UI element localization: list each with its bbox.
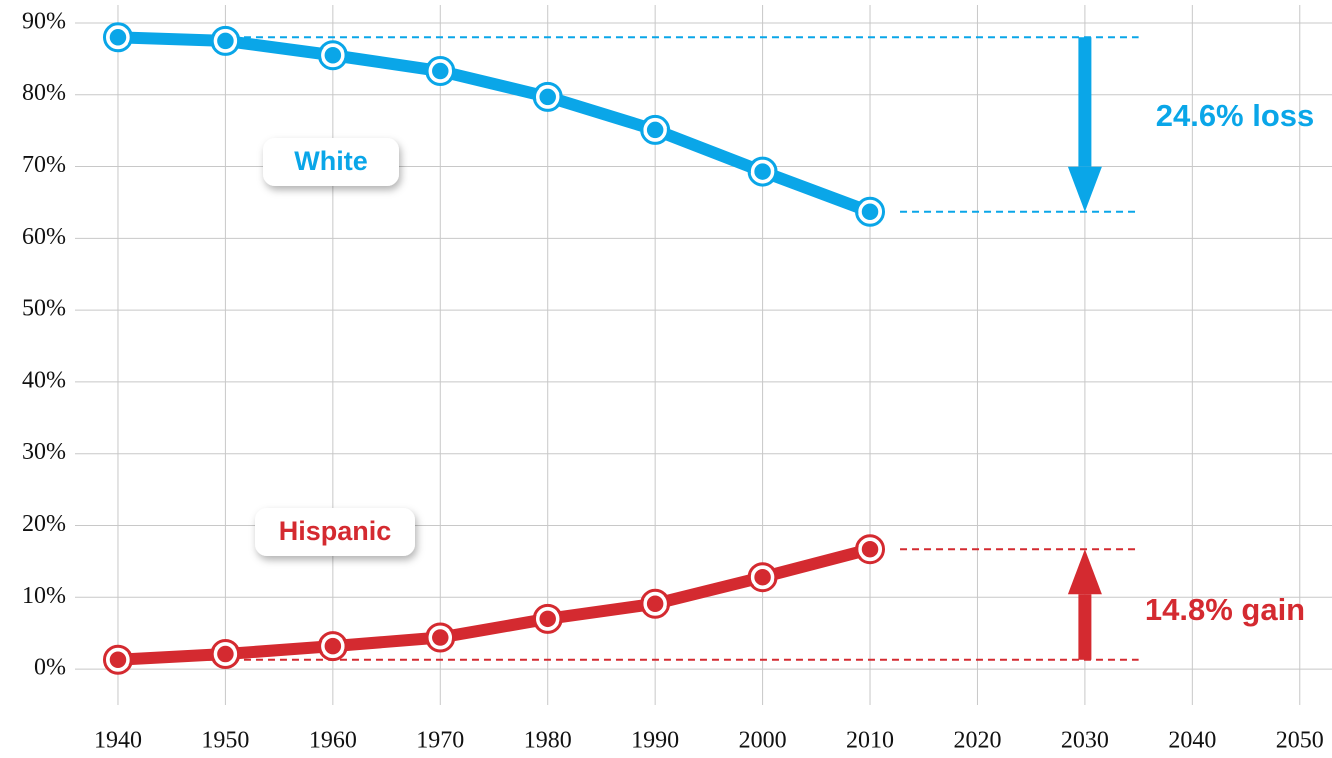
marker-outer: [640, 114, 671, 145]
marker-dot: [328, 50, 338, 60]
marker-dot: [865, 544, 875, 554]
marker-outer: [747, 156, 778, 187]
legend-box: [255, 508, 415, 556]
marker: [747, 562, 778, 593]
marker-dot: [220, 649, 230, 659]
y-tick-label: 10%: [22, 583, 66, 609]
marker-dot: [758, 572, 768, 582]
marker-dot: [543, 92, 553, 102]
marker: [102, 22, 133, 53]
series-line: [117, 543, 872, 666]
y-tick-label: 0%: [34, 655, 66, 681]
y-tick-label: 20%: [22, 511, 66, 537]
marker: [532, 81, 563, 112]
marker-outer: [855, 534, 886, 565]
marker-outer: [855, 196, 886, 227]
y-tick-label: 80%: [22, 80, 66, 106]
marker: [640, 588, 671, 619]
marker-outer: [425, 622, 456, 653]
marker-dot: [650, 125, 660, 135]
marker-outer: [317, 40, 348, 71]
marker: [747, 156, 778, 187]
marker-dot: [220, 36, 230, 46]
marker-dot: [758, 167, 768, 177]
marker-outer: [532, 603, 563, 634]
y-tick-label: 90%: [22, 8, 66, 34]
marker: [855, 196, 886, 227]
x-tick-label: 2010: [846, 728, 894, 754]
marker-dot: [543, 614, 553, 624]
marker: [640, 114, 671, 145]
marker: [425, 56, 456, 87]
marker-dot: [650, 599, 660, 609]
marker-outer: [102, 644, 133, 675]
x-tick-label: 1960: [309, 728, 357, 754]
marker: [425, 622, 456, 653]
marker-dot: [435, 633, 445, 643]
marker-dot: [113, 32, 123, 42]
x-tick-label: 2050: [1276, 728, 1324, 754]
legend-label: Hispanic: [279, 516, 392, 546]
marker: [532, 603, 563, 634]
x-tick-label: 1980: [524, 728, 572, 754]
y-tick-label: 40%: [22, 367, 66, 393]
x-tick-label: 2000: [739, 728, 787, 754]
legend-label: White: [294, 146, 368, 176]
marker-dot: [328, 641, 338, 651]
x-tick-label: 1990: [631, 728, 679, 754]
marker: [317, 40, 348, 71]
series-line: [117, 31, 873, 218]
arrow-head: [1067, 549, 1102, 595]
x-tick-label: 1940: [94, 728, 142, 754]
marker-dot: [113, 655, 123, 665]
marker-outer: [532, 81, 563, 112]
plot: 24.6% loss White 14.8% gain Hispanic: [102, 22, 1315, 675]
y-tick-label: 70%: [22, 152, 66, 178]
marker-outer: [747, 562, 778, 593]
x-tick-label: 1950: [201, 728, 249, 754]
annotation: 24.6% loss: [1156, 98, 1315, 133]
grid: [75, 5, 1332, 705]
marker-dot: [865, 207, 875, 217]
marker-outer: [317, 631, 348, 662]
arrow-head: [1067, 166, 1102, 212]
annotation: 14.8% gain: [1145, 592, 1305, 627]
marker: [855, 534, 886, 565]
marker-dot: [435, 66, 445, 76]
y-tick-label: 60%: [22, 224, 66, 250]
y-tick-label: 50%: [22, 296, 66, 322]
legend-box: [263, 138, 399, 186]
marker: [210, 25, 241, 56]
marker-outer: [210, 25, 241, 56]
x-tick-label: 1970: [416, 728, 464, 754]
marker-outer: [640, 588, 671, 619]
marker: [102, 644, 133, 675]
marker: [317, 631, 348, 662]
x-tick-label: 2020: [953, 728, 1001, 754]
x-tick-label: 2040: [1168, 728, 1216, 754]
marker-outer: [425, 56, 456, 87]
marker: [210, 639, 241, 670]
marker-outer: [102, 22, 133, 53]
y-tick-label: 30%: [22, 439, 66, 465]
x-tick-label: 2030: [1061, 728, 1109, 754]
marker-outer: [210, 639, 241, 670]
